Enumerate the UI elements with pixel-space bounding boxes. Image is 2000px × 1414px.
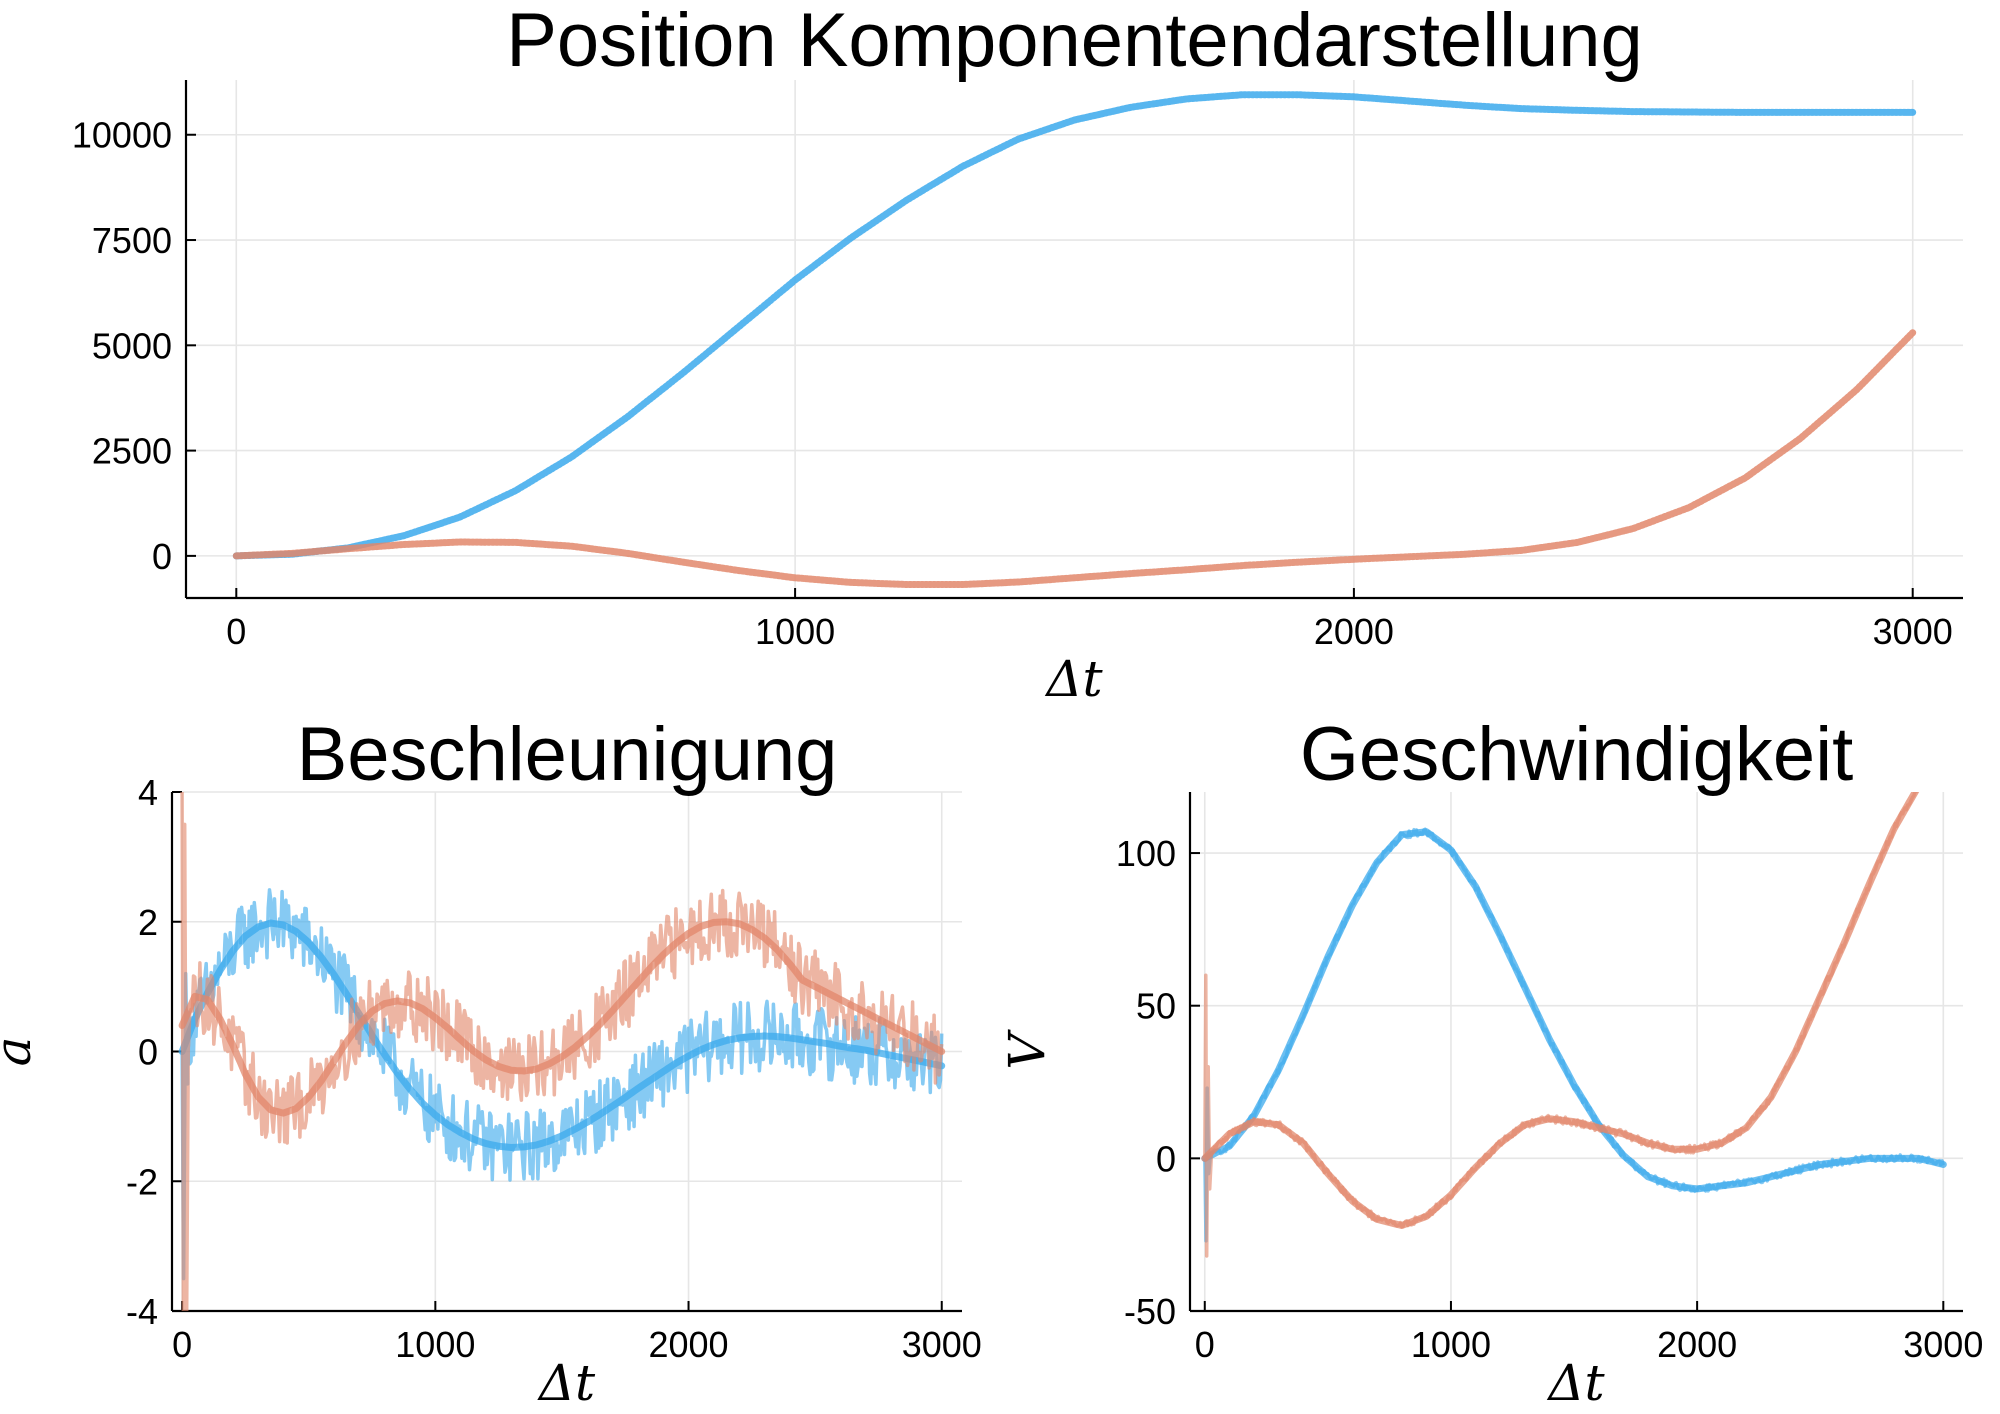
- series-noisy-line: [1203, 792, 1918, 1258]
- y-tick-label: 10000: [72, 115, 172, 156]
- y-tick-label: 2500: [92, 431, 172, 472]
- series-line: [178, 919, 946, 1151]
- series-group: [232, 91, 1917, 588]
- y-tick-label: -50: [1124, 1291, 1176, 1332]
- series-line: [232, 91, 1917, 560]
- series-line: [1201, 828, 1947, 1193]
- y-tick-label: 0: [152, 536, 172, 577]
- series-line: [178, 918, 946, 1117]
- x-tick-label: 0: [1195, 1324, 1215, 1365]
- x-tick-label: 0: [226, 611, 246, 652]
- x-tick-label: 3000: [1873, 611, 1953, 652]
- y-tick-label: 0: [138, 1032, 158, 1073]
- y-tick-label: 50: [1136, 986, 1176, 1027]
- y-tick-label: 7500: [92, 220, 172, 261]
- series-noisy-line: [180, 888, 944, 1281]
- series-noisy-line: [180, 792, 944, 1311]
- x-tick-label: 3000: [1903, 1324, 1983, 1365]
- x-tick-label: 1000: [1411, 1324, 1491, 1365]
- x-tick-label: 3000: [902, 1324, 982, 1365]
- x-tick-label: 1000: [755, 611, 835, 652]
- x-axis-label: Δt: [1546, 1354, 1605, 1412]
- y-tick-label: -2: [126, 1161, 158, 1202]
- y-tick-label: 0: [1156, 1138, 1176, 1179]
- y-tick-label: -4: [126, 1291, 158, 1332]
- y-tick-label: 4: [138, 772, 158, 813]
- series-group: [1201, 792, 1947, 1258]
- x-tick-label: 0: [172, 1324, 192, 1365]
- y-axis-label: V: [998, 1029, 1056, 1070]
- y-tick-label: 2: [138, 902, 158, 943]
- beschleunigung-panel: 0 1000 2000 3000 -4 -2 0 2 4 Beschleunigung Δt a: [0, 712, 982, 1412]
- x-tick-label: 2000: [648, 1324, 728, 1365]
- x-axis-label: Δt: [537, 1354, 596, 1412]
- series-line: [232, 329, 1917, 588]
- x-tick-label: 2000: [1314, 611, 1394, 652]
- chart-title: Geschwindigkeit: [1300, 712, 1853, 797]
- position-panel: 0 1000 2000 3000 0 2500 5000 7500 10000 Position …: [72, 0, 1963, 708]
- x-tick-label: 2000: [1657, 1324, 1737, 1365]
- chart-title: Beschleunigung: [297, 712, 838, 797]
- series-group: [178, 792, 946, 1311]
- x-tick-label: 1000: [395, 1324, 475, 1365]
- x-axis-label: Δt: [1044, 650, 1103, 708]
- y-tick-label: 100: [1116, 833, 1176, 874]
- chart-title: Position Komponentendarstellung: [506, 0, 1643, 83]
- y-tick-label: 5000: [92, 325, 172, 366]
- series-noisy-line: [1203, 827, 1945, 1243]
- series-line: [1201, 792, 1920, 1229]
- y-axis-label: a: [0, 1037, 42, 1067]
- geschwindigkeit-panel: 0 1000 2000 3000 -50 0 50 100 Geschwindigkeit Δt V: [998, 712, 1983, 1412]
